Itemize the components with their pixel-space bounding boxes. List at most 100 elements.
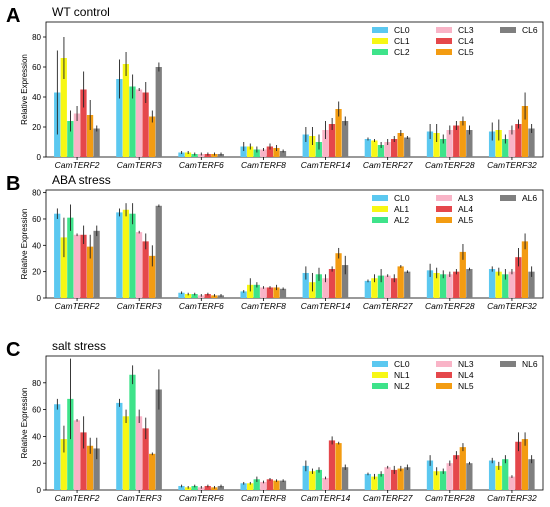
x-tick-label: CamTERF32 (487, 301, 537, 311)
bar (217, 485, 224, 490)
bar (521, 106, 529, 157)
bar (302, 134, 309, 157)
y-tick-label: 0 (37, 153, 42, 162)
bar (155, 67, 162, 157)
bar (178, 292, 185, 298)
bar (93, 448, 100, 490)
bar (459, 251, 466, 298)
bar (247, 483, 254, 490)
y-tick-label: 0 (37, 294, 42, 303)
legend-swatch (436, 49, 452, 55)
bar (191, 294, 198, 298)
legend-label: AL4 (458, 204, 473, 214)
bar (253, 479, 260, 490)
bar (122, 64, 130, 157)
x-tick-label: CamTERF6 (179, 301, 224, 311)
bar (397, 266, 404, 298)
bar (273, 148, 280, 157)
bar (466, 269, 473, 298)
bar (129, 86, 136, 157)
bar (129, 374, 136, 490)
bar (521, 241, 529, 298)
legend-swatch (372, 27, 388, 33)
bar (488, 131, 496, 157)
bar (116, 79, 123, 157)
bar (142, 92, 149, 157)
legend-label: NL4 (458, 370, 474, 380)
legend-label: NL6 (522, 359, 538, 369)
bar (502, 274, 509, 298)
legend-label: AL5 (458, 215, 473, 225)
y-tick-label: 20 (32, 123, 41, 132)
bar (404, 271, 411, 298)
bar (528, 459, 535, 490)
bar (253, 284, 260, 298)
legend-swatch (436, 361, 452, 367)
bar (260, 287, 267, 298)
legend-swatch (500, 27, 516, 33)
bar (67, 121, 74, 157)
panel-a: A WT control Relative Expression 0 20 40 60 80 C… (6, 5, 544, 170)
bar (453, 125, 460, 157)
bar (122, 209, 130, 298)
bar (397, 133, 404, 157)
bar (309, 136, 316, 157)
legend-swatch (372, 383, 388, 389)
bar (309, 471, 316, 490)
y-tick-label: 40 (32, 432, 41, 441)
legend-swatch (436, 206, 452, 212)
bar (384, 275, 391, 298)
bar (404, 137, 411, 157)
bar (266, 146, 273, 157)
legend-swatch (372, 49, 388, 55)
bar (453, 271, 460, 298)
bar (528, 128, 535, 157)
bar (266, 287, 273, 298)
x-tick-label: CamTERF27 (363, 493, 413, 503)
bar (433, 272, 440, 298)
bar (279, 288, 287, 298)
x-tick-label: CamTERF14 (301, 301, 351, 311)
bar (247, 146, 254, 157)
bar (67, 398, 74, 490)
bar (191, 485, 198, 490)
y-tick-label: 40 (32, 93, 41, 102)
bar (80, 89, 87, 157)
y-tick-label: 20 (32, 268, 41, 277)
panel-b: B ABA stress Relative Expression 0 20 40 60 80 C… (6, 173, 544, 311)
bar (390, 469, 398, 490)
bar (93, 128, 100, 157)
x-tick-label: CamTERF27 (363, 160, 413, 170)
x-tick-label: CamTERF6 (179, 160, 224, 170)
x-tick-label: CamTERF14 (301, 493, 351, 503)
bar (466, 463, 473, 490)
x-tick-label: CamTERF28 (425, 160, 475, 170)
x-tick-label: CamTERF2 (55, 493, 100, 503)
legend-label: AL1 (394, 204, 409, 214)
bar (328, 124, 336, 157)
y-tick-label: 80 (32, 33, 41, 42)
x-tick-label: CamTERF28 (425, 493, 475, 503)
bar (253, 149, 260, 157)
panel-label: B (6, 173, 20, 195)
bar (384, 142, 391, 157)
y-axis-label: Relative Expression (20, 388, 29, 459)
y-tick-label: 40 (32, 241, 41, 250)
bar (495, 271, 502, 298)
bar (341, 467, 349, 490)
bar (446, 274, 453, 298)
legend-swatch (372, 206, 388, 212)
bar (397, 468, 404, 490)
legend-label: CL6 (522, 25, 538, 35)
bar (204, 485, 211, 490)
bar (273, 480, 280, 490)
legend-label: AL3 (458, 193, 473, 203)
bar (60, 439, 67, 490)
bar (459, 121, 466, 157)
bar (315, 469, 322, 490)
bar (135, 232, 143, 298)
legend-label: NL1 (394, 370, 410, 380)
bar (135, 89, 143, 157)
